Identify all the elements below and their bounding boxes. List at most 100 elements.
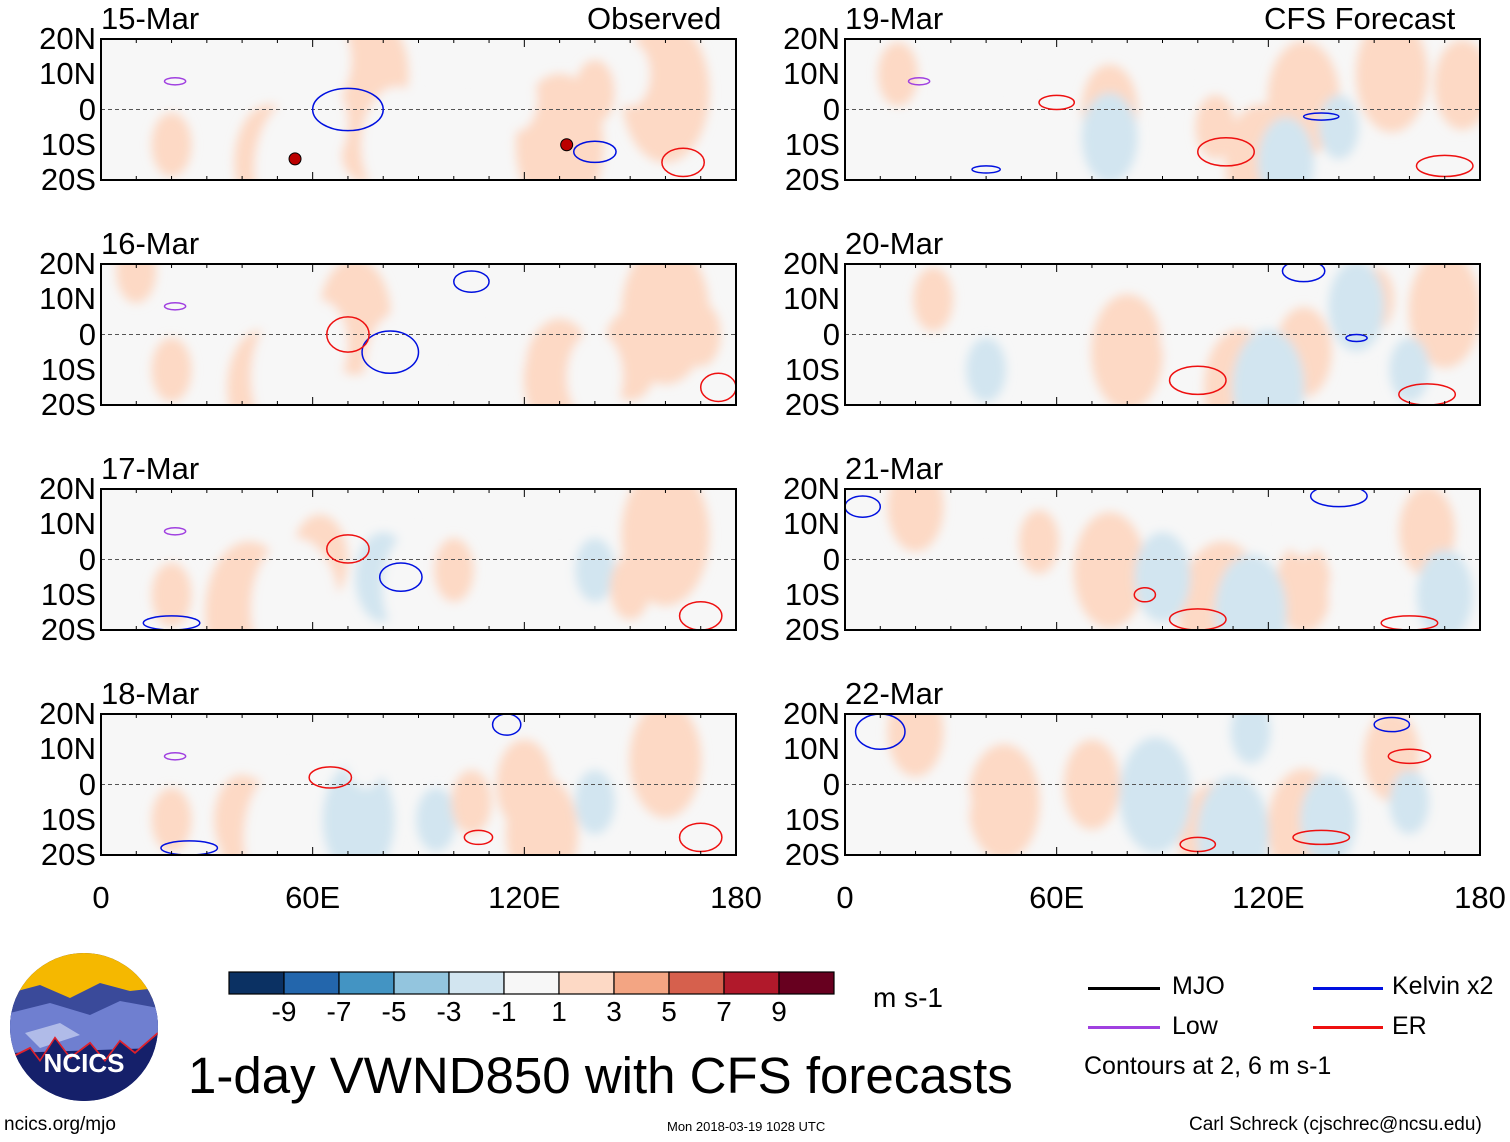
map-panel <box>844 263 1481 406</box>
wind-anomaly-blob <box>1434 39 1480 130</box>
chart-title: 1-day VWND850 with CFS forecasts <box>188 1047 1013 1104</box>
wind-anomaly-blob <box>913 267 954 332</box>
colorbar-swatch <box>668 971 725 995</box>
legend-er-label: ER <box>1392 1012 1427 1040</box>
y-tick-label: 10N <box>783 731 840 767</box>
wind-anomaly-blob <box>416 787 457 852</box>
x-tick-label: 60E <box>285 880 341 915</box>
er-contour <box>1387 748 1432 765</box>
er-contour <box>463 829 494 846</box>
legend-mjo-label: MJO <box>1172 972 1225 1000</box>
er-contour <box>1380 615 1439 630</box>
y-tick-label: 0 <box>822 766 840 802</box>
low-contour <box>907 77 931 86</box>
colorbar-units: m s-1 <box>873 982 943 1013</box>
wind-anomaly-blob <box>1195 95 1236 160</box>
map-panel <box>100 488 737 631</box>
y-tick-label: 0 <box>78 766 96 802</box>
colorbar-swatch <box>393 971 450 995</box>
colorbar-tick-label: -7 <box>326 996 352 1027</box>
y-tick-label: 10S <box>784 126 840 162</box>
colorbar-tick-label: 5 <box>661 996 677 1027</box>
low-contour <box>163 302 187 311</box>
wind-anomaly-blob <box>877 42 918 107</box>
colorbar-swatch <box>778 971 835 995</box>
x-tick-label: 120E <box>488 880 561 915</box>
colorbar-tick-label: 1 <box>551 996 567 1027</box>
wind-anomaly-blob <box>322 761 395 855</box>
wind-anomaly-blob <box>345 724 386 789</box>
colorbar-swatch <box>448 971 505 995</box>
logo-mountains-graphic <box>10 953 158 1101</box>
legend-mjo-line <box>1088 987 1160 990</box>
y-tick-label: 10N <box>39 731 96 767</box>
er-contour <box>678 601 723 630</box>
wind-anomaly-blob <box>1073 512 1146 629</box>
panel-date-label: 21-Mar <box>845 451 944 486</box>
kelvin-contour <box>1373 716 1411 733</box>
y-tick-label: 20S <box>784 162 840 197</box>
kelvin-contour <box>845 495 882 518</box>
y-tick-label: 20S <box>784 612 840 647</box>
kelvin-contour <box>1302 112 1340 121</box>
wind-anomaly-blob <box>439 99 496 180</box>
er-contour <box>1133 586 1157 603</box>
storm-marker-icon <box>288 152 302 166</box>
legend-er-line <box>1313 1026 1383 1029</box>
wind-anomaly-blob <box>361 86 434 180</box>
y-tick-label: 10N <box>783 506 840 542</box>
footer-author: Carl Schreck (cjschrec@ncsu.edu) <box>1189 1114 1482 1135</box>
low-contour <box>163 77 187 86</box>
x-tick-label: 0 <box>836 880 854 915</box>
low-contour <box>163 527 187 536</box>
wind-anomaly-blob <box>116 264 157 304</box>
kelvin-contour <box>1345 333 1368 343</box>
map-panel <box>100 713 737 856</box>
colorbar-swatch <box>613 971 670 995</box>
legend-kelvin-label: Kelvin x2 <box>1392 972 1494 1000</box>
colorbar-tick-label: 7 <box>716 996 732 1027</box>
map-panel <box>844 38 1481 181</box>
wind-anomaly-blob <box>610 555 651 620</box>
panel-date-label: 19-Mar <box>845 1 944 36</box>
wind-anomaly-blob <box>451 770 492 835</box>
er-contour <box>1168 365 1227 396</box>
colorbar-swatch <box>283 971 340 995</box>
colorbar-tick-label: -1 <box>491 996 517 1027</box>
wind-anomaly-blob <box>610 42 651 107</box>
y-tick-label: 20S <box>40 387 96 422</box>
wind-anomaly-blob <box>1408 264 1480 368</box>
map-panel <box>844 488 1481 631</box>
kelvin-contour <box>491 714 522 736</box>
y-tick-label: 10N <box>39 506 96 542</box>
y-tick-label: 10N <box>39 56 96 92</box>
colorbar <box>228 971 835 995</box>
colorbar-tick-label: -5 <box>381 996 407 1027</box>
wind-anomaly-blob <box>887 714 944 777</box>
wind-anomaly-blob <box>364 311 437 405</box>
wind-anomaly-blob <box>1389 770 1430 835</box>
wind-anomaly-blob <box>151 787 192 852</box>
er-contour <box>308 766 353 789</box>
wind-anomaly-blob <box>574 59 615 124</box>
y-tick-label: 0 <box>78 91 96 127</box>
wind-anomaly-blob <box>1275 542 1332 630</box>
wind-anomaly-blob <box>1019 509 1060 574</box>
y-tick-label: 20S <box>784 387 840 422</box>
y-tick-label: 20N <box>39 21 96 56</box>
wind-anomaly-blob <box>680 302 721 367</box>
wind-anomaly-blob <box>151 112 192 177</box>
colorbar-tick-label: 9 <box>771 996 787 1027</box>
x-tick-label: 60E <box>1029 880 1085 915</box>
wind-anomaly-blob <box>243 766 332 855</box>
column-label-observed: Observed <box>587 1 722 36</box>
legend-low-line <box>1088 1026 1160 1029</box>
wind-anomaly-blob <box>1283 492 1324 557</box>
y-tick-label: 20N <box>783 246 840 281</box>
y-tick-label: 0 <box>822 316 840 352</box>
map-panel <box>844 713 1481 856</box>
wind-anomaly-blob <box>966 337 1007 402</box>
colorbar-swatch <box>723 971 780 995</box>
wind-anomaly-blob <box>1328 264 1385 352</box>
